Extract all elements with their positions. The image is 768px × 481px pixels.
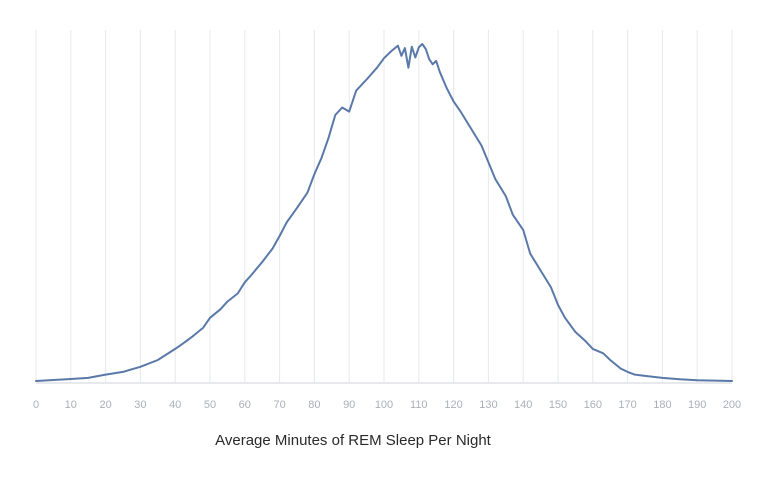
x-tick-label: 110	[410, 399, 428, 411]
x-tick-label: 120	[444, 399, 462, 411]
x-tick-label: 0	[33, 399, 39, 411]
x-tick-label: 50	[204, 399, 216, 411]
x-tick-label: 20	[99, 399, 111, 411]
x-tick-label: 30	[134, 399, 146, 411]
series-line	[35, 43, 733, 382]
x-tick-label: 70	[273, 399, 285, 411]
x-tick-label: 180	[653, 399, 671, 411]
x-tick-label: 90	[343, 399, 355, 411]
x-tick-label: 60	[239, 399, 251, 411]
x-tick-label: 140	[514, 399, 532, 411]
x-tick-label: 10	[65, 399, 77, 411]
x-tick-label: 40	[169, 399, 181, 411]
vertical-gridlines	[35, 30, 733, 382]
x-tick-label: 100	[375, 399, 393, 411]
x-tick-label: 190	[688, 399, 706, 411]
x-tick-label: 160	[584, 399, 602, 411]
x-tick-label: 170	[618, 399, 636, 411]
x-tick-labels: 0 10 20 30 40 50 60 70 80 90 100 110 120 130 140 150 160…	[33, 399, 741, 411]
x-tick-label: 150	[549, 399, 567, 411]
x-axis-title: Average Minutes of REM Sleep Per Night	[215, 432, 492, 449]
x-tick-label: 80	[308, 399, 320, 411]
x-tick-label: 130	[479, 399, 497, 411]
x-tick-label: 200	[723, 399, 741, 411]
